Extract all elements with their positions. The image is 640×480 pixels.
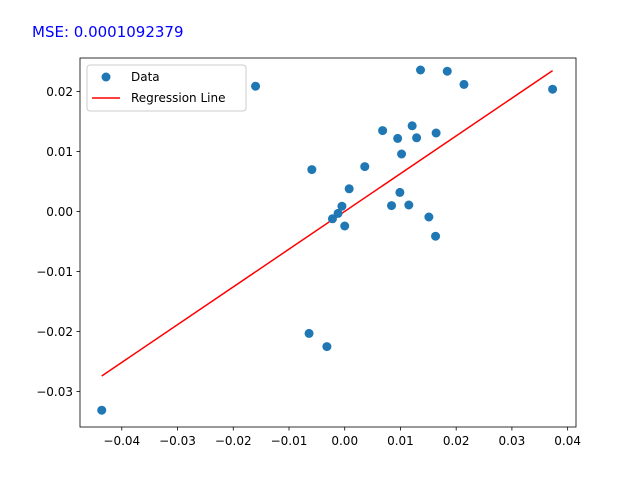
data-point xyxy=(251,81,261,91)
data-point xyxy=(416,65,426,75)
y-tick-label: 0.00 xyxy=(46,205,73,219)
x-tick-label: −0.01 xyxy=(271,434,308,448)
data-point xyxy=(344,184,354,194)
x-tick-label: 0.04 xyxy=(554,434,581,448)
data-point xyxy=(378,126,388,136)
data-point xyxy=(337,201,347,211)
data-point xyxy=(304,328,314,338)
data-point xyxy=(459,79,469,89)
y-tick-label: −0.01 xyxy=(36,265,73,279)
data-point xyxy=(404,200,414,210)
legend-box xyxy=(86,64,247,112)
x-tick-label: −0.04 xyxy=(103,434,140,448)
x-axis: −0.04 −0.03 −0.02 −0.01 0.00 0.01 0.02 0.03 0.04 xyxy=(103,427,581,448)
x-tick-label: −0.02 xyxy=(215,434,252,448)
data-point xyxy=(387,201,397,211)
data-point xyxy=(395,187,405,197)
data-point xyxy=(407,121,417,131)
x-tick-label: 0.01 xyxy=(387,434,414,448)
data-point xyxy=(393,133,403,143)
data-point xyxy=(322,342,332,352)
data-point xyxy=(97,405,107,415)
x-tick-label: −0.03 xyxy=(159,434,196,448)
data-point xyxy=(548,84,558,94)
axes-frame xyxy=(79,57,577,428)
legend: Data Regression Line xyxy=(86,64,247,112)
legend-label-regression: Regression Line xyxy=(131,91,225,105)
x-tick-label: 0.02 xyxy=(443,434,470,448)
legend-label-data: Data xyxy=(131,70,160,84)
y-tick-label: 0.01 xyxy=(46,145,73,159)
y-tick-label: −0.02 xyxy=(36,325,73,339)
data-point xyxy=(431,128,441,138)
x-tick-label: 0.03 xyxy=(499,434,526,448)
data-point xyxy=(327,214,337,224)
data-point xyxy=(340,221,350,231)
data-point xyxy=(424,212,434,222)
data-point xyxy=(412,133,422,143)
y-tick-label: −0.03 xyxy=(36,385,73,399)
y-tick-label: 0.02 xyxy=(46,85,73,99)
y-axis: −0.03 −0.02 −0.01 0.00 0.01 0.02 xyxy=(36,85,80,399)
x-tick-label: 0.00 xyxy=(331,434,358,448)
regression-line xyxy=(101,69,554,377)
legend-marker-data xyxy=(101,72,111,82)
data-point xyxy=(360,162,370,172)
data-point xyxy=(431,231,441,241)
plot-layer xyxy=(97,65,558,415)
mse-label: MSE: 0.0001092379 xyxy=(32,23,184,41)
data-point xyxy=(397,149,407,159)
data-point xyxy=(333,208,343,218)
data-point xyxy=(442,66,452,76)
data-point xyxy=(307,165,317,175)
